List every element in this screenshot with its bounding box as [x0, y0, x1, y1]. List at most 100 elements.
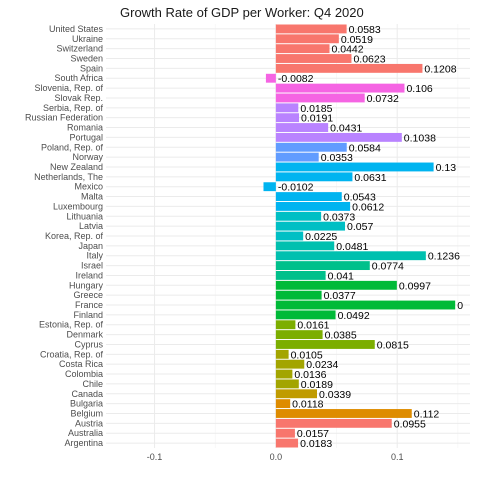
bar-39: [275, 409, 412, 418]
bar-27: [275, 290, 322, 300]
data-label-42: 0.0183: [300, 438, 332, 450]
bar-23: [275, 251, 426, 261]
bar-1: [275, 34, 339, 44]
data-label-12: 0.0584: [349, 142, 381, 154]
bar-21: [275, 231, 304, 241]
data-label-11: 0.1038: [404, 132, 436, 144]
x-tick-label-2: 0.1: [391, 452, 404, 462]
data-label-17: 0.0543: [344, 192, 376, 204]
bar-3: [275, 54, 352, 63]
category-label-25: Ireland: [75, 270, 103, 280]
data-label-41: 0.0157: [297, 428, 329, 440]
bar-35: [275, 369, 293, 379]
bar-14: [275, 162, 434, 172]
data-label-19: 0.0373: [323, 211, 355, 223]
category-label-5: South Africa: [54, 73, 103, 83]
data-label-13: 0.0353: [321, 152, 353, 164]
category-label-39: Belgium: [70, 408, 103, 418]
data-label-35: 0.0136: [294, 369, 326, 381]
category-label-13: Norway: [72, 152, 103, 162]
data-label-27: 0.0377: [324, 290, 356, 302]
bar-29: [275, 310, 336, 320]
bar-24: [275, 261, 370, 271]
bar-38: [275, 399, 291, 409]
data-label-6: 0.106: [406, 83, 432, 95]
bar-30: [275, 320, 296, 330]
category-label-22: Japan: [78, 241, 103, 251]
category-label-38: Bulgaria: [70, 399, 103, 409]
bar-8: [275, 103, 299, 113]
data-label-28: 0: [457, 300, 463, 312]
category-label-18: Luxembourg: [53, 201, 103, 211]
category-label-21: Korea, Rep. of: [45, 231, 104, 241]
bar-26: [275, 280, 397, 290]
bar-19: [275, 211, 322, 221]
bar-32: [275, 340, 375, 349]
data-label-4: 0.1208: [424, 63, 456, 75]
data-label-14: 0.13: [436, 162, 457, 174]
data-label-3: 0.0623: [353, 54, 385, 66]
data-label-33: 0.0105: [291, 349, 323, 361]
bar-5: [265, 73, 276, 83]
data-label-40: 0.0955: [394, 418, 426, 430]
data-label-23: 0.1236: [428, 251, 460, 263]
data-label-18: 0.0612: [352, 201, 384, 213]
category-label-12: Poland, Rep. of: [41, 142, 104, 152]
category-label-36: Chile: [82, 379, 103, 389]
category-label-41: Australia: [68, 428, 103, 438]
category-label-15: Netherlands, The: [34, 172, 103, 182]
category-label-28: France: [75, 300, 103, 310]
bar-34: [275, 359, 305, 369]
data-label-1: 0.0519: [341, 34, 373, 46]
data-label-9: 0.0191: [301, 113, 333, 125]
category-label-34: Costa Rica: [59, 359, 103, 369]
category-label-16: Mexico: [74, 182, 103, 192]
category-label-27: Greece: [73, 290, 103, 300]
category-label-1: Ukraine: [72, 34, 103, 44]
category-label-9: Russian Federation: [25, 113, 103, 123]
category-label-10: Romania: [67, 123, 103, 133]
data-label-36: 0.0189: [301, 379, 333, 391]
data-label-22: 0.0481: [336, 241, 368, 253]
bar-31: [275, 330, 323, 340]
bar-20: [275, 221, 346, 231]
category-labels: United StatesUkraineSwitzerlandSwedenSpa…: [25, 24, 104, 448]
bar-22: [275, 241, 335, 251]
bar-2: [275, 44, 330, 54]
category-label-24: Israel: [81, 261, 103, 271]
data-label-10: 0.0431: [330, 123, 362, 135]
data-label-8: 0.0185: [300, 103, 332, 115]
category-label-4: Spain: [80, 63, 103, 73]
data-label-37: 0.0339: [319, 389, 351, 401]
bar-25: [275, 271, 326, 280]
bar-36: [275, 379, 299, 389]
category-label-35: Colombia: [65, 369, 103, 379]
data-label-16: -0.0102: [278, 182, 314, 194]
category-label-37: Canada: [71, 389, 103, 399]
category-label-7: Slovak Rep.: [54, 93, 103, 103]
data-label-15: 0.0631: [354, 172, 386, 184]
bar-6: [275, 83, 405, 93]
data-label-5: -0.0082: [278, 73, 314, 85]
category-label-6: Slovenia, Rep. of: [34, 83, 103, 93]
data-label-31: 0.0385: [325, 330, 357, 342]
bar-0: [275, 24, 347, 34]
data-label-30: 0.0161: [297, 320, 329, 332]
data-label-26: 0.0997: [399, 280, 431, 292]
data-label-29: 0.0492: [338, 310, 370, 322]
category-label-23: Italy: [86, 251, 103, 261]
data-label-2: 0.0442: [331, 44, 363, 56]
x-tick-label-1: 0.0: [270, 452, 283, 462]
data-label-39: 0.112: [414, 408, 440, 420]
bar-11: [275, 132, 402, 142]
x-tick-labels: -0.1 0.0 0.1: [147, 452, 404, 462]
bar-41: [275, 428, 295, 438]
bars-group: [263, 24, 456, 448]
data-label-24: 0.0774: [372, 261, 404, 273]
x-tick-label-0: -0.1: [147, 452, 163, 462]
category-label-0: United States: [49, 24, 104, 34]
data-label-38: 0.0118: [292, 399, 323, 411]
category-label-42: Argentina: [64, 438, 103, 448]
bar-15: [275, 172, 353, 182]
